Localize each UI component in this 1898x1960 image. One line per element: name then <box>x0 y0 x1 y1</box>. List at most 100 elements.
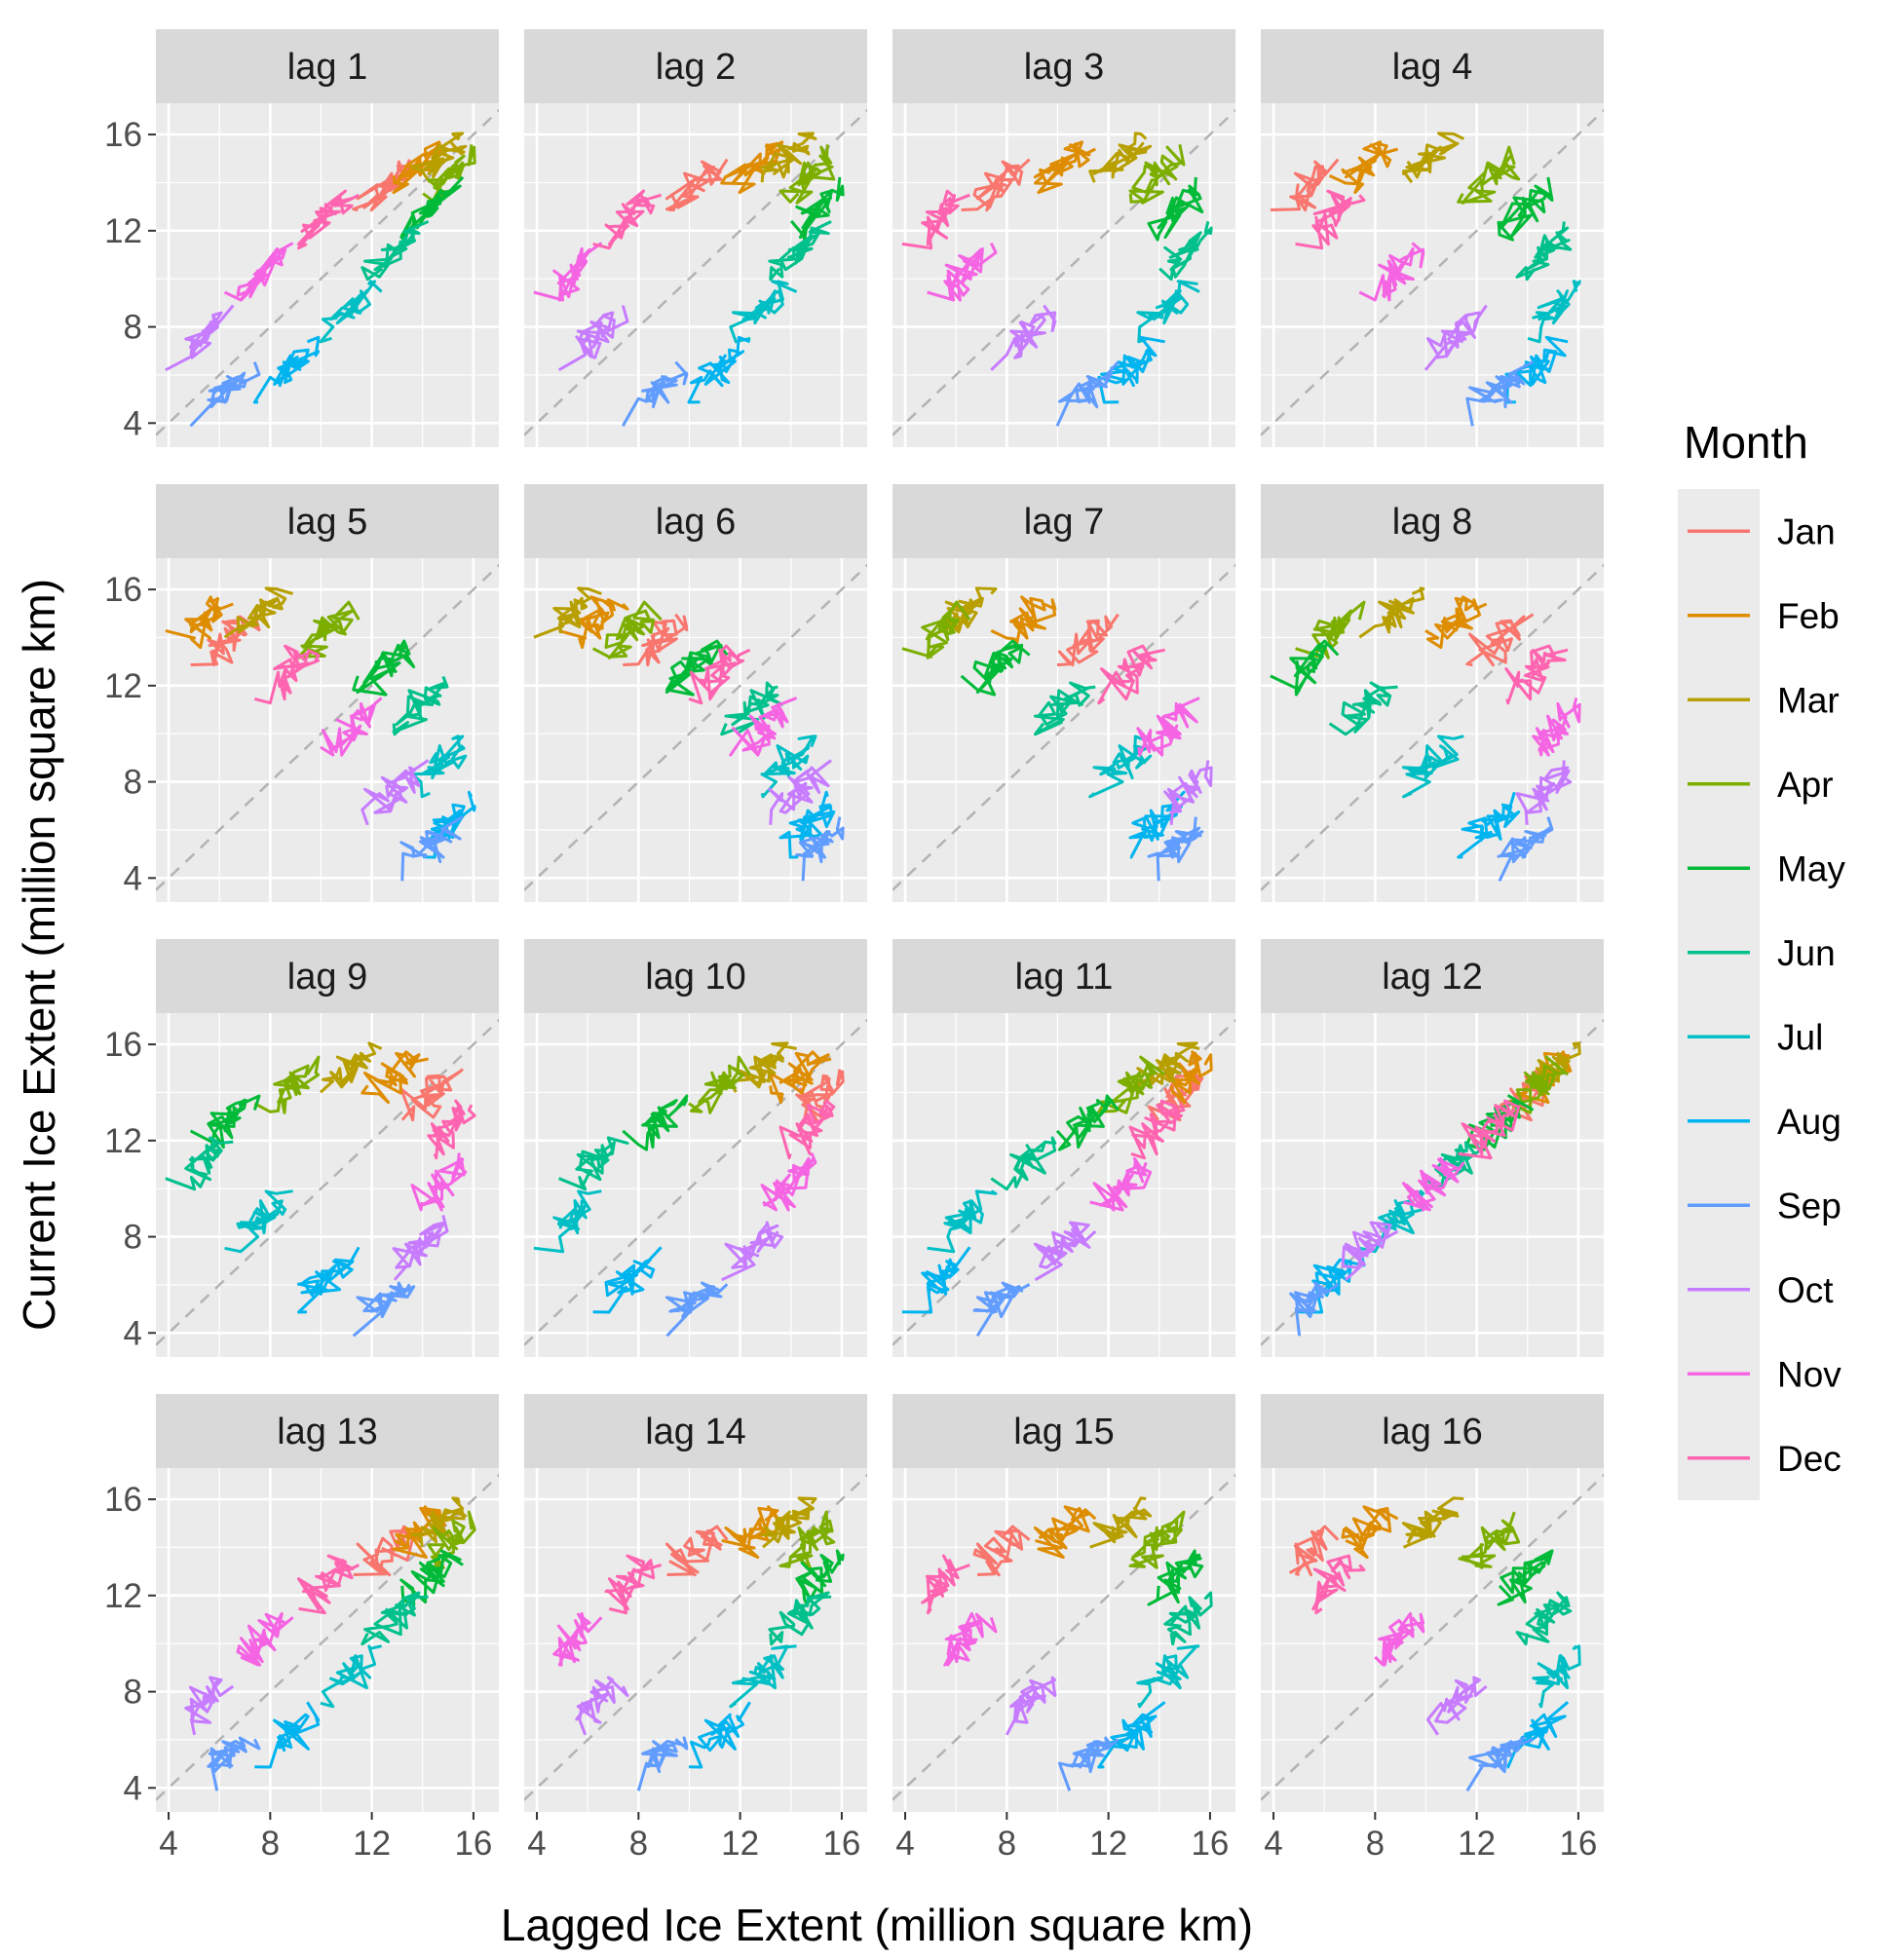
series-line-nov <box>760 1151 817 1212</box>
facet-title: lag 1 <box>287 47 367 88</box>
y-tick-label: 8 <box>124 1674 142 1712</box>
facet-14: lag 14 4 8 12 16 <box>524 1394 867 1863</box>
series-group <box>901 1041 1213 1338</box>
series-line-feb <box>721 1505 784 1560</box>
facet-title: lag 12 <box>1382 957 1483 998</box>
series-line-oct <box>990 304 1057 371</box>
series-line-aug <box>1128 790 1186 859</box>
facet-9: lag 9 4 8 12 16 <box>104 939 499 1357</box>
facet-7: lag 7 <box>892 484 1235 902</box>
legend-label-oct: Oct <box>1777 1270 1834 1310</box>
facet-strip <box>524 1394 867 1468</box>
series-line-mar <box>729 1041 797 1093</box>
series-line-aug <box>901 1246 971 1314</box>
series-line-may <box>664 639 729 697</box>
facet-13: lag 13 4 8 12 16 4 8 12 16 <box>104 1394 499 1863</box>
series-line-jan <box>190 614 261 667</box>
facet-title: lag 6 <box>656 502 736 543</box>
series-line-jul <box>1532 1644 1581 1709</box>
panel-background <box>892 1013 1235 1357</box>
series-line-jul <box>1136 280 1200 344</box>
facet-strip <box>156 29 499 103</box>
series-line-apr <box>778 1510 836 1569</box>
series-line-apr <box>427 1510 476 1569</box>
series-line-feb <box>1424 595 1488 650</box>
series-group <box>533 586 845 882</box>
facet-title: lag 7 <box>1024 502 1104 543</box>
series-line-oct <box>184 1676 235 1736</box>
series-line-aug <box>688 1701 751 1769</box>
facet-5: lag 5 4 8 12 16 <box>104 484 499 902</box>
series-line-jul <box>1088 735 1153 799</box>
series-line-nov <box>1358 242 1425 302</box>
x-tick-label: 16 <box>822 1825 860 1863</box>
series-line-jul <box>319 280 383 344</box>
series-line-feb <box>165 595 234 650</box>
y-tick-label: 12 <box>104 667 142 705</box>
series-line-apr <box>1128 144 1186 205</box>
x-tick-label: 8 <box>261 1825 280 1863</box>
facet-title: lag 9 <box>287 957 367 998</box>
facet-title: lag 11 <box>1015 957 1114 998</box>
facet-strip <box>524 29 867 103</box>
series-group <box>901 132 1213 427</box>
series-line-dec <box>296 189 360 250</box>
facet-6: lag 6 <box>524 484 867 902</box>
series-line-nov <box>1089 1156 1153 1212</box>
series-line-sep <box>189 361 261 428</box>
series-line-sep <box>1055 360 1120 427</box>
series-line-oct <box>361 759 430 826</box>
series-line-oct <box>557 305 629 372</box>
series-line-sep <box>1465 360 1535 427</box>
series-line-jul <box>729 1644 797 1709</box>
series-group <box>552 1496 845 1791</box>
facet-strip <box>892 484 1235 558</box>
series-line-jan <box>664 1525 729 1577</box>
series-group <box>165 132 476 428</box>
series-line-jul <box>1401 735 1464 799</box>
facet-strip <box>1261 939 1604 1013</box>
y-tick-label: 8 <box>124 764 142 802</box>
x-tick-label: 4 <box>159 1825 177 1863</box>
legend-label-dec: Dec <box>1777 1439 1841 1479</box>
series-line-dec <box>901 189 970 250</box>
series-line-apr <box>1128 1510 1186 1569</box>
series-line-jun <box>558 1136 629 1191</box>
y-tick-label: 16 <box>104 571 142 609</box>
facet-1: lag 1 4 8 12 16 <box>104 29 499 447</box>
series-line-jul <box>1527 280 1581 344</box>
legend-label-jan: Jan <box>1777 511 1836 551</box>
facet-strip <box>156 939 499 1013</box>
facet-8: lag 8 <box>1261 484 1604 902</box>
facet-11: lag 11 <box>892 939 1235 1357</box>
legend-label-mar: Mar <box>1777 680 1840 720</box>
series-group <box>165 1041 476 1338</box>
series-line-sep <box>207 1736 261 1791</box>
series-line-sep <box>1147 816 1204 882</box>
series-line-dec <box>1504 644 1569 705</box>
series-line-nov <box>236 1611 294 1667</box>
series-line-mar <box>1401 1496 1464 1549</box>
facet-title: lag 3 <box>1024 47 1104 88</box>
series-line-apr <box>688 1055 751 1114</box>
series-line-dec <box>604 1554 663 1615</box>
y-tick-label: 16 <box>104 1026 142 1064</box>
series-line-nov <box>943 1611 998 1667</box>
series-line-apr <box>1295 600 1366 660</box>
x-tick-label: 12 <box>353 1825 391 1863</box>
facet-strip <box>1261 1394 1604 1468</box>
series-line-may <box>189 1094 261 1151</box>
series-line-feb <box>361 1050 429 1105</box>
series-line-jan <box>1270 158 1340 212</box>
series-line-jan <box>972 1525 1031 1577</box>
series-line-dec <box>1458 1099 1521 1160</box>
series-line-mar <box>927 586 998 639</box>
series-line-nov <box>223 242 294 302</box>
series-line-feb <box>558 595 629 650</box>
series-line-jun <box>1328 681 1398 736</box>
y-tick-label: 4 <box>124 404 142 442</box>
series-group <box>184 1496 476 1791</box>
series-line-nov <box>1136 697 1200 757</box>
facet-strip <box>1261 29 1604 103</box>
legend-label-sep: Sep <box>1777 1186 1841 1225</box>
